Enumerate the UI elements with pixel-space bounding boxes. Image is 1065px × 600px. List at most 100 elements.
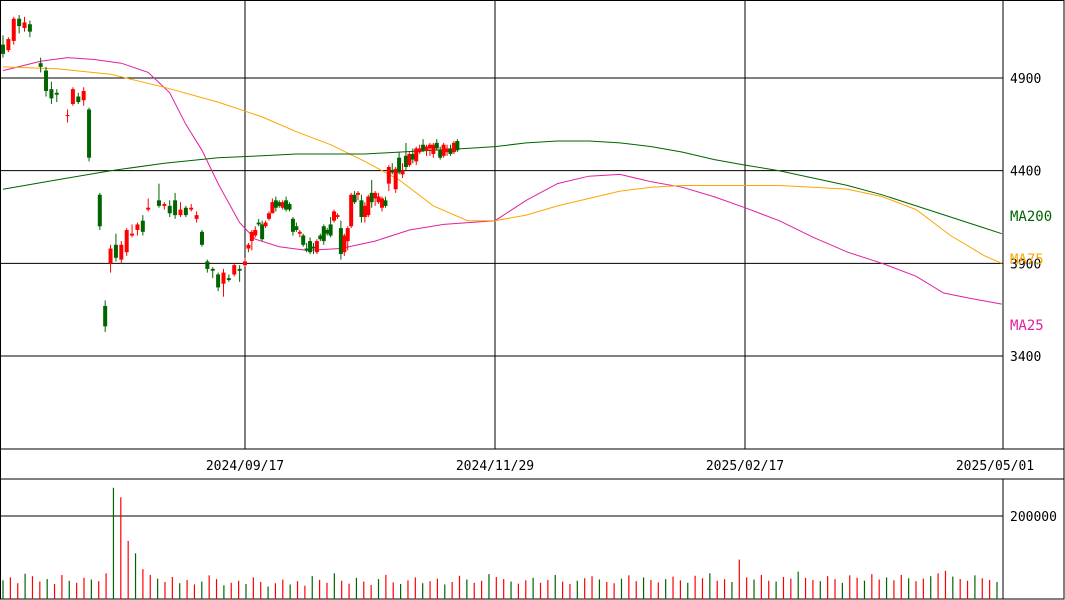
candle-body: [362, 205, 367, 217]
candle-body: [277, 202, 282, 206]
candle-body: [22, 22, 27, 28]
candle-body: [421, 144, 426, 151]
candle-body: [445, 148, 450, 153]
candle-body: [332, 211, 337, 221]
price-tick-label: 4900: [1010, 72, 1041, 87]
candle-body: [373, 192, 378, 199]
candle-body: [287, 204, 292, 210]
candle-body: [205, 261, 210, 269]
date-tick-label: 2025/02/17: [706, 459, 784, 474]
candle-body: [81, 90, 86, 101]
candle-body: [434, 142, 439, 149]
candle-body: [270, 202, 275, 214]
candle-body: [284, 200, 289, 210]
candle-body: [108, 248, 113, 264]
candle-body: [335, 215, 340, 217]
candle-body: [386, 166, 391, 184]
candle-body: [97, 194, 102, 227]
candle-body: [325, 229, 330, 234]
candle-body: [130, 233, 135, 236]
candle-body: [178, 209, 183, 216]
candle-body: [311, 246, 316, 249]
candle-body: [400, 170, 405, 175]
candle-body: [49, 89, 54, 99]
volume-bars: [2, 487, 998, 599]
candle-body: [6, 39, 11, 51]
candle-body: [76, 96, 81, 103]
candle-body: [135, 224, 140, 230]
candle-body: [301, 235, 306, 245]
candle-body: [448, 148, 453, 154]
candle-body: [451, 142, 456, 153]
candle-body: [87, 109, 92, 158]
candle-body: [379, 198, 384, 208]
candle-body: [431, 144, 436, 154]
candle-body: [356, 192, 361, 195]
candle-body: [297, 231, 302, 234]
candle-body: [194, 215, 199, 219]
candle-body: [253, 229, 258, 236]
candle-body: [266, 213, 271, 219]
candle-body: [183, 207, 188, 216]
candle-body: [424, 146, 429, 151]
candle-body: [1, 44, 5, 54]
candle-body: [410, 153, 415, 160]
candle-body: [210, 268, 215, 271]
candle-body: [249, 231, 254, 242]
candle-body: [189, 207, 194, 210]
candle-body: [390, 170, 395, 173]
candle-body: [226, 278, 231, 281]
candle-body: [38, 63, 43, 67]
candle-body: [243, 261, 247, 266]
candle-body: [124, 229, 129, 253]
line-ma25: [2, 57, 1002, 305]
candle-body: [441, 144, 446, 156]
candle-body: [113, 244, 118, 258]
candle-body: [352, 194, 357, 203]
price-tick-label: 4400: [1010, 165, 1041, 180]
candle-body: [383, 200, 388, 206]
candle-body: [167, 205, 172, 214]
candle-body: [156, 200, 161, 206]
candle-body: [140, 220, 145, 232]
candle-body: [318, 235, 323, 240]
candle-body: [407, 153, 412, 166]
date-tick-label: 2024/11/29: [456, 459, 534, 474]
candle-body: [397, 157, 402, 173]
candle-body: [342, 235, 347, 253]
candlesticks: [1, 14, 460, 332]
candle-body: [146, 207, 151, 210]
price-tick-label: 3900: [1010, 257, 1041, 272]
candle-body: [308, 241, 313, 253]
candle-body: [403, 155, 408, 167]
line-ma75: [2, 66, 1002, 264]
candle-body: [455, 141, 460, 151]
moving-average-lines: [2, 57, 1002, 305]
candle-body: [11, 18, 16, 41]
candle-body: [216, 274, 221, 288]
candle-body: [54, 92, 59, 95]
candle-body: [304, 248, 309, 251]
candle-body: [44, 70, 49, 91]
candle-body: [427, 144, 432, 149]
date-tick-label: 2024/09/17: [206, 459, 284, 474]
candle-body: [294, 226, 299, 230]
candle-body: [338, 228, 343, 255]
legend-ma200: MA200: [1010, 209, 1052, 225]
candle-body: [376, 196, 381, 203]
candle-body: [237, 268, 242, 271]
price-tick-label: 3400: [1010, 350, 1041, 365]
candle-body: [273, 200, 278, 208]
candle-body: [321, 226, 326, 242]
candle-body: [221, 272, 226, 284]
candle-body: [314, 241, 319, 253]
candle-body: [65, 115, 70, 117]
candle-body: [27, 24, 32, 32]
candle-body: [345, 228, 350, 242]
candle-body: [393, 168, 398, 190]
candle-body: [162, 204, 167, 206]
candle-body: [17, 18, 22, 27]
legend-ma75: MA75: [1010, 252, 1044, 268]
